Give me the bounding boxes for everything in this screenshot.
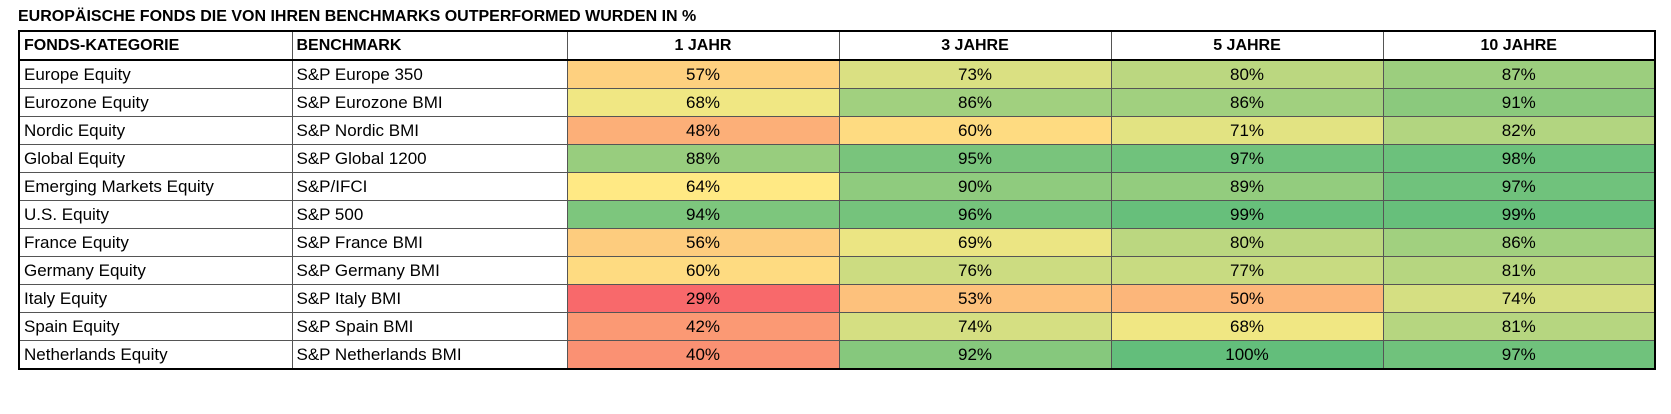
value-cell-3-jahre: 86%: [838, 88, 1112, 117]
value-cell-5-jahre: 100%: [1110, 340, 1384, 370]
value-cell-5-jahre: 80%: [1110, 228, 1384, 257]
value-cell-10-jahre: 99%: [1382, 200, 1656, 229]
benchmark-cell: S&P/IFCI: [291, 172, 568, 201]
value-cell-5-jahre: 89%: [1110, 172, 1384, 201]
value-cell-5-jahre: 80%: [1110, 59, 1384, 89]
fund-category-cell: Eurozone Equity: [18, 88, 293, 117]
table-row: Emerging Markets Equity S&P/IFCI 64% 90% 89%…: [18, 172, 1656, 201]
value-cell-1-jahr: 42%: [566, 312, 840, 341]
value-cell-10-jahre: 97%: [1382, 340, 1656, 370]
value-cell-5-jahre: 50%: [1110, 284, 1384, 313]
benchmark-cell: S&P Global 1200: [291, 144, 568, 173]
value-cell-3-jahre: 95%: [838, 144, 1112, 173]
value-cell-5-jahre: 77%: [1110, 256, 1384, 285]
fund-category-cell: Global Equity: [18, 144, 293, 173]
benchmark-cell: S&P Germany BMI: [291, 256, 568, 285]
value-cell-10-jahre: 98%: [1382, 144, 1656, 173]
value-cell-1-jahr: 40%: [566, 340, 840, 370]
value-cell-10-jahre: 82%: [1382, 116, 1656, 145]
column-header-benchmark: BENCHMARK: [291, 30, 568, 61]
fund-category-cell: Emerging Markets Equity: [18, 172, 293, 201]
table-row: Global Equity S&P Global 1200 88% 95% 97% 98%: [18, 144, 1656, 173]
benchmark-cell: S&P Spain BMI: [291, 312, 568, 341]
benchmark-cell: S&P Italy BMI: [291, 284, 568, 313]
fund-category-cell: Netherlands Equity: [18, 340, 293, 370]
value-cell-10-jahre: 87%: [1382, 59, 1656, 89]
value-cell-10-jahre: 86%: [1382, 228, 1656, 257]
column-header-3-jahre: 3 JAHRE: [838, 30, 1112, 61]
fund-category-cell: France Equity: [18, 228, 293, 257]
benchmark-cell: S&P Europe 350: [291, 59, 568, 89]
value-cell-5-jahre: 86%: [1110, 88, 1384, 117]
column-header-10-jahre: 10 JAHRE: [1382, 30, 1656, 61]
fund-category-cell: Spain Equity: [18, 312, 293, 341]
column-header-1-jahr: 1 JAHR: [566, 30, 840, 61]
value-cell-10-jahre: 97%: [1382, 172, 1656, 201]
value-cell-1-jahr: 29%: [566, 284, 840, 313]
value-cell-3-jahre: 53%: [838, 284, 1112, 313]
table-row: Nordic Equity S&P Nordic BMI 48% 60% 71% 82%: [18, 116, 1656, 145]
header-row: FONDS-KATEGORIE BENCHMARK 1 JAHR 3 JAHRE…: [18, 30, 1656, 61]
table-row: Germany Equity S&P Germany BMI 60% 76% 77% 81…: [18, 256, 1656, 285]
value-cell-3-jahre: 73%: [838, 59, 1112, 89]
value-cell-5-jahre: 99%: [1110, 200, 1384, 229]
heatmap-body: Europe Equity S&P Europe 350 57% 73% 80% 87% E…: [18, 59, 1656, 370]
value-cell-10-jahre: 74%: [1382, 284, 1656, 313]
table-row: France Equity S&P France BMI 56% 69% 80% 86%: [18, 228, 1656, 257]
value-cell-3-jahre: 60%: [838, 116, 1112, 145]
value-cell-3-jahre: 74%: [838, 312, 1112, 341]
table-row: Eurozone Equity S&P Eurozone BMI 68% 86% 86%…: [18, 88, 1656, 117]
table-row: U.S. Equity S&P 500 94% 96% 99% 99%: [18, 200, 1656, 229]
benchmark-cell: S&P 500: [291, 200, 568, 229]
value-cell-1-jahr: 88%: [566, 144, 840, 173]
value-cell-10-jahre: 91%: [1382, 88, 1656, 117]
value-cell-10-jahre: 81%: [1382, 256, 1656, 285]
benchmark-cell: S&P Netherlands BMI: [291, 340, 568, 370]
fund-category-cell: Nordic Equity: [18, 116, 293, 145]
value-cell-3-jahre: 92%: [838, 340, 1112, 370]
value-cell-1-jahr: 56%: [566, 228, 840, 257]
value-cell-1-jahr: 68%: [566, 88, 840, 117]
column-header-5-jahre: 5 JAHRE: [1110, 30, 1384, 61]
value-cell-3-jahre: 96%: [838, 200, 1112, 229]
value-cell-10-jahre: 81%: [1382, 312, 1656, 341]
table-row: Spain Equity S&P Spain BMI 42% 74% 68% 81%: [18, 312, 1656, 341]
benchmark-cell: S&P Nordic BMI: [291, 116, 568, 145]
value-cell-3-jahre: 69%: [838, 228, 1112, 257]
fund-category-cell: Europe Equity: [18, 59, 293, 89]
value-cell-3-jahre: 76%: [838, 256, 1112, 285]
heatmap-table: FONDS-KATEGORIE BENCHMARK 1 JAHR 3 JAHRE…: [18, 30, 1656, 370]
fund-category-cell: U.S. Equity: [18, 200, 293, 229]
value-cell-5-jahre: 71%: [1110, 116, 1384, 145]
table-row: Netherlands Equity S&P Netherlands BMI 40%…: [18, 340, 1656, 370]
value-cell-5-jahre: 97%: [1110, 144, 1384, 173]
value-cell-3-jahre: 90%: [838, 172, 1112, 201]
benchmark-cell: S&P France BMI: [291, 228, 568, 257]
value-cell-1-jahr: 57%: [566, 59, 840, 89]
table-row: Europe Equity S&P Europe 350 57% 73% 80% 87%: [18, 59, 1656, 89]
value-cell-5-jahre: 68%: [1110, 312, 1384, 341]
fund-category-cell: Italy Equity: [18, 284, 293, 313]
value-cell-1-jahr: 48%: [566, 116, 840, 145]
benchmark-cell: S&P Eurozone BMI: [291, 88, 568, 117]
value-cell-1-jahr: 60%: [566, 256, 840, 285]
table-title: EUROPÄISCHE FONDS DIE VON IHREN BENCHMAR…: [18, 8, 697, 25]
value-cell-1-jahr: 94%: [566, 200, 840, 229]
fund-category-cell: Germany Equity: [18, 256, 293, 285]
column-header-category: FONDS-KATEGORIE: [18, 30, 293, 61]
table-row: Italy Equity S&P Italy BMI 29% 53% 50% 74%: [18, 284, 1656, 313]
value-cell-1-jahr: 64%: [566, 172, 840, 201]
